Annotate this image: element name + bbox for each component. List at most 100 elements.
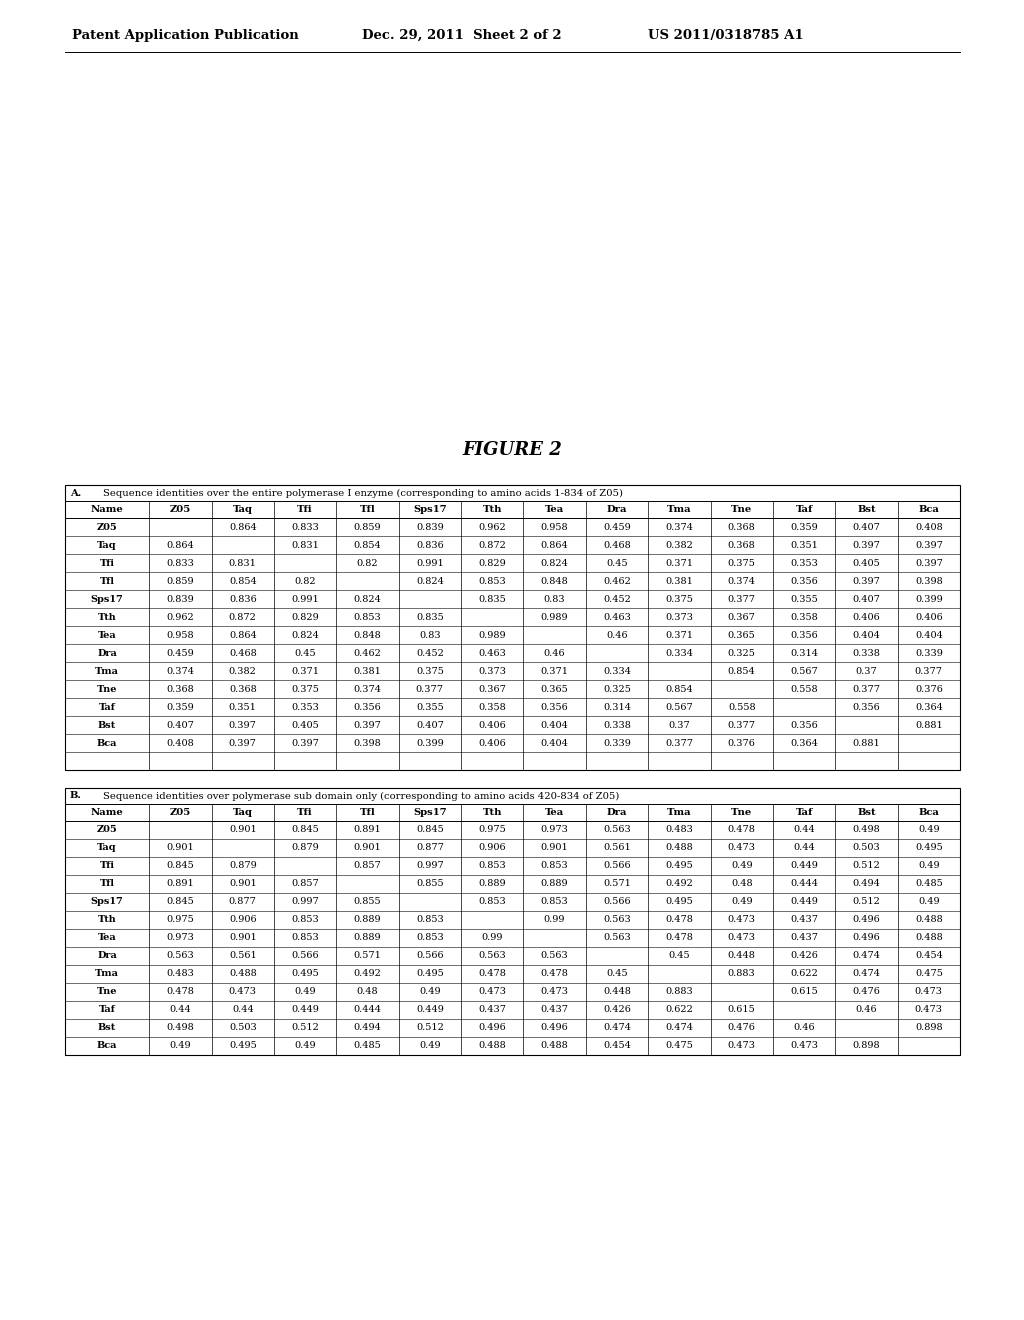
- Text: 0.824: 0.824: [291, 631, 319, 639]
- Text: 0.398: 0.398: [353, 738, 381, 747]
- Text: 0.474: 0.474: [852, 952, 881, 961]
- Text: 0.473: 0.473: [728, 933, 756, 942]
- Bar: [65, 788, 961, 1055]
- Text: 0.512: 0.512: [416, 1023, 443, 1032]
- Text: 0.563: 0.563: [478, 952, 506, 961]
- Text: 0.872: 0.872: [228, 612, 257, 622]
- Text: 0.571: 0.571: [353, 952, 381, 961]
- Text: 0.473: 0.473: [914, 1006, 943, 1015]
- Text: Tfi: Tfi: [297, 808, 313, 817]
- Text: 0.356: 0.356: [853, 702, 881, 711]
- Text: 0.48: 0.48: [731, 879, 753, 888]
- Text: 0.889: 0.889: [353, 916, 381, 924]
- Text: 0.377: 0.377: [914, 667, 943, 676]
- Text: 0.563: 0.563: [603, 933, 631, 942]
- Text: 0.567: 0.567: [791, 667, 818, 676]
- Text: Tne: Tne: [97, 987, 118, 997]
- Text: 0.889: 0.889: [478, 879, 506, 888]
- Text: 0.488: 0.488: [541, 1041, 568, 1051]
- Text: 0.382: 0.382: [228, 667, 257, 676]
- Text: Tea: Tea: [545, 808, 564, 817]
- Text: 0.407: 0.407: [853, 594, 881, 603]
- Text: 0.356: 0.356: [353, 702, 381, 711]
- Text: 0.49: 0.49: [731, 898, 753, 907]
- Text: 0.404: 0.404: [914, 631, 943, 639]
- Text: 0.881: 0.881: [853, 738, 881, 747]
- Text: 0.853: 0.853: [541, 862, 568, 870]
- Text: 0.397: 0.397: [228, 721, 257, 730]
- Text: 0.358: 0.358: [478, 702, 506, 711]
- Text: Taf: Taf: [98, 1006, 116, 1015]
- Text: 0.381: 0.381: [353, 667, 381, 676]
- Text: 0.563: 0.563: [167, 952, 195, 961]
- Text: 0.83: 0.83: [544, 594, 565, 603]
- Text: Taq: Taq: [97, 843, 117, 853]
- Text: Tma: Tma: [95, 969, 119, 978]
- Text: 0.375: 0.375: [416, 667, 443, 676]
- Text: 0.906: 0.906: [478, 843, 506, 853]
- Text: 0.864: 0.864: [541, 540, 568, 549]
- Text: 0.44: 0.44: [231, 1006, 254, 1015]
- Text: 0.879: 0.879: [229, 862, 257, 870]
- Text: 0.512: 0.512: [853, 898, 881, 907]
- Text: 0.49: 0.49: [918, 825, 940, 834]
- Text: 0.368: 0.368: [728, 523, 756, 532]
- Text: 0.359: 0.359: [791, 523, 818, 532]
- Text: 0.468: 0.468: [229, 648, 257, 657]
- Text: Tne: Tne: [97, 685, 118, 693]
- Text: Sps17: Sps17: [413, 506, 446, 513]
- Text: Bca: Bca: [97, 1041, 118, 1051]
- Text: 0.397: 0.397: [291, 738, 319, 747]
- Text: 0.49: 0.49: [918, 898, 940, 907]
- Text: 0.449: 0.449: [291, 1006, 319, 1015]
- Text: 0.338: 0.338: [603, 721, 631, 730]
- Text: 0.44: 0.44: [170, 1006, 191, 1015]
- Text: Sequence identities over the entire polymerase I enzyme (corresponding to amino : Sequence identities over the entire poly…: [103, 488, 623, 498]
- Text: 0.45: 0.45: [669, 952, 690, 961]
- Text: 0.488: 0.488: [666, 843, 693, 853]
- Text: 0.473: 0.473: [478, 987, 506, 997]
- Text: 0.853: 0.853: [291, 933, 319, 942]
- Text: 0.488: 0.488: [914, 916, 943, 924]
- Text: Tne: Tne: [731, 506, 753, 513]
- Text: 0.975: 0.975: [167, 916, 195, 924]
- Text: 0.45: 0.45: [606, 558, 628, 568]
- Text: Tea: Tea: [97, 631, 117, 639]
- Text: Tea: Tea: [97, 933, 117, 942]
- Text: 0.833: 0.833: [291, 523, 319, 532]
- Text: Tfi: Tfi: [99, 558, 115, 568]
- Text: 0.859: 0.859: [167, 577, 195, 586]
- Text: 0.478: 0.478: [541, 969, 568, 978]
- Text: 0.563: 0.563: [603, 916, 631, 924]
- Text: 0.351: 0.351: [791, 540, 818, 549]
- Text: 0.475: 0.475: [666, 1041, 693, 1051]
- Text: 0.962: 0.962: [478, 523, 506, 532]
- Text: 0.377: 0.377: [728, 721, 756, 730]
- Text: 0.365: 0.365: [541, 685, 568, 693]
- Text: Bst: Bst: [857, 808, 876, 817]
- Text: 0.49: 0.49: [419, 1041, 440, 1051]
- Text: 0.368: 0.368: [167, 685, 195, 693]
- Text: 0.473: 0.473: [228, 987, 257, 997]
- Text: 0.495: 0.495: [914, 843, 943, 853]
- Text: Z05: Z05: [170, 808, 191, 817]
- Text: 0.44: 0.44: [794, 825, 815, 834]
- Text: 0.877: 0.877: [228, 898, 257, 907]
- Text: 0.377: 0.377: [852, 685, 881, 693]
- Text: 0.463: 0.463: [603, 612, 631, 622]
- Text: 0.835: 0.835: [478, 594, 506, 603]
- Text: 0.397: 0.397: [914, 558, 943, 568]
- Text: 0.375: 0.375: [666, 594, 693, 603]
- Text: 0.452: 0.452: [416, 648, 443, 657]
- Text: 0.397: 0.397: [853, 577, 881, 586]
- Text: 0.365: 0.365: [728, 631, 756, 639]
- Text: 0.399: 0.399: [914, 594, 943, 603]
- Text: 0.958: 0.958: [541, 523, 568, 532]
- Text: 0.839: 0.839: [167, 594, 195, 603]
- Text: 0.492: 0.492: [666, 879, 693, 888]
- Text: Dra: Dra: [97, 952, 117, 961]
- Text: 0.831: 0.831: [291, 540, 319, 549]
- Text: 0.371: 0.371: [291, 667, 319, 676]
- Text: 0.314: 0.314: [791, 648, 818, 657]
- Text: 0.374: 0.374: [666, 523, 693, 532]
